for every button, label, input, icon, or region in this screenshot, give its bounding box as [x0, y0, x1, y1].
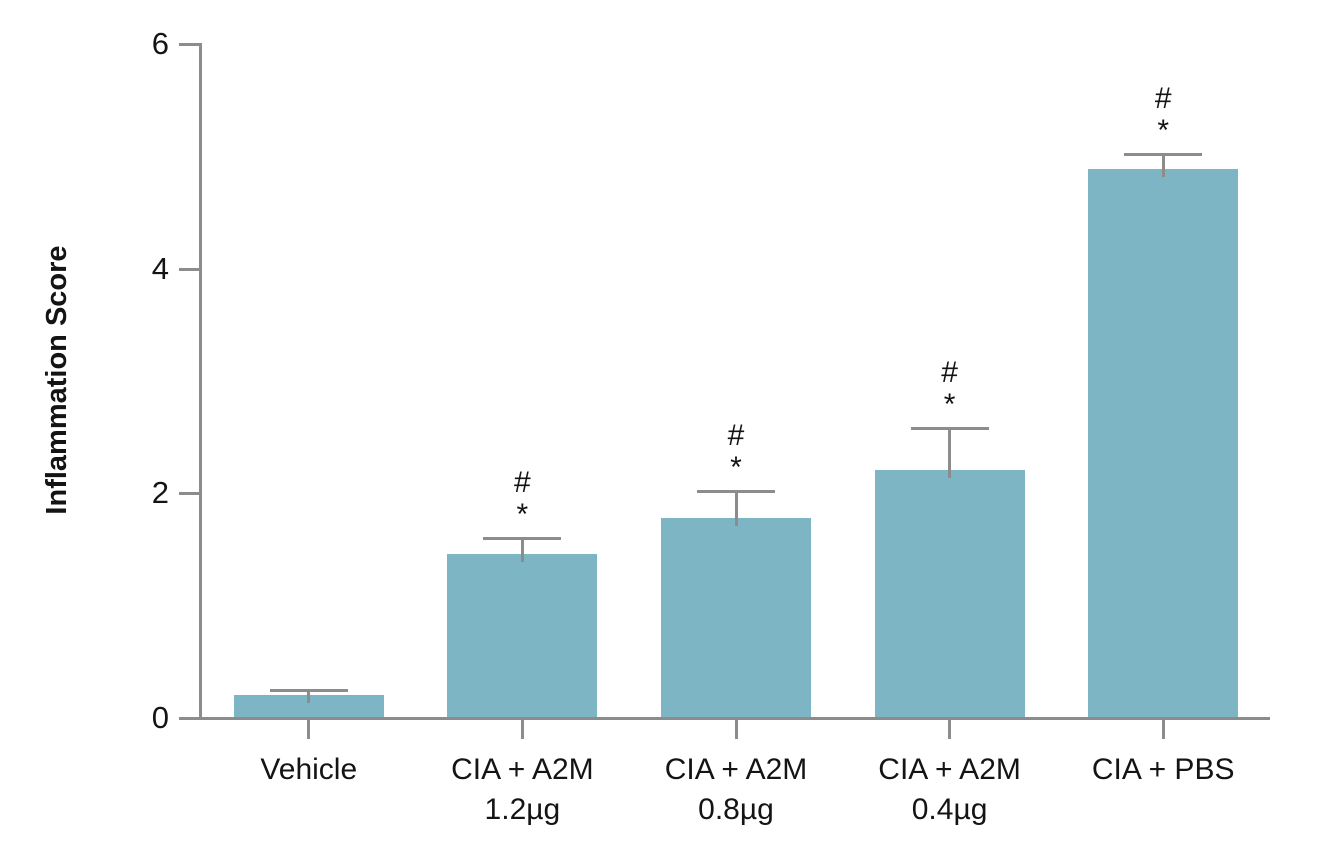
y-tick — [179, 43, 199, 46]
x-tick — [948, 720, 952, 739]
y-tick-label: 6 — [151, 26, 169, 61]
significance-annotation: # * — [727, 419, 745, 485]
error-bar-cap — [910, 427, 989, 431]
bar — [233, 694, 384, 717]
error-bar-cap — [483, 537, 562, 541]
y-axis-label: Inflammation Score — [41, 245, 73, 515]
error-bar-cap — [1124, 153, 1203, 157]
error-bar-cap — [697, 490, 775, 494]
x-axis-line — [199, 717, 1270, 720]
x-category-label: CIA + A2M 0.8µg — [664, 753, 808, 826]
significance-annotation: # * — [1154, 82, 1172, 148]
error-bar-stem — [948, 427, 952, 478]
y-tick-label: 0 — [151, 700, 169, 735]
error-bar-stem — [307, 688, 311, 703]
y-tick — [179, 717, 199, 720]
bar — [874, 469, 1025, 717]
significance-annotation: # * — [941, 356, 958, 422]
error-bar-stem — [520, 537, 524, 563]
bar — [661, 518, 811, 717]
x-tick — [734, 720, 738, 739]
y-tick-label: 2 — [151, 475, 169, 511]
error-bar-stem — [1161, 153, 1165, 177]
significance-annotation: # * — [514, 466, 531, 532]
y-tick — [179, 492, 199, 496]
error-bar-cap — [269, 688, 348, 692]
x-tick — [1161, 720, 1165, 739]
x-tick — [520, 720, 524, 739]
x-tick — [307, 720, 311, 739]
x-category-label: Vehicle — [260, 753, 358, 786]
error-bar-stem — [734, 490, 738, 527]
x-category-label: CIA + A2M 1.2µg — [451, 753, 594, 826]
x-category-label: CIA + PBS — [1091, 753, 1235, 786]
y-axis-line — [199, 43, 202, 720]
bar — [1088, 168, 1239, 717]
x-category-label: CIA + A2M 0.4µg — [878, 753, 1021, 826]
y-tick — [179, 267, 199, 271]
bar — [447, 554, 598, 717]
y-tick-label: 4 — [151, 250, 169, 286]
